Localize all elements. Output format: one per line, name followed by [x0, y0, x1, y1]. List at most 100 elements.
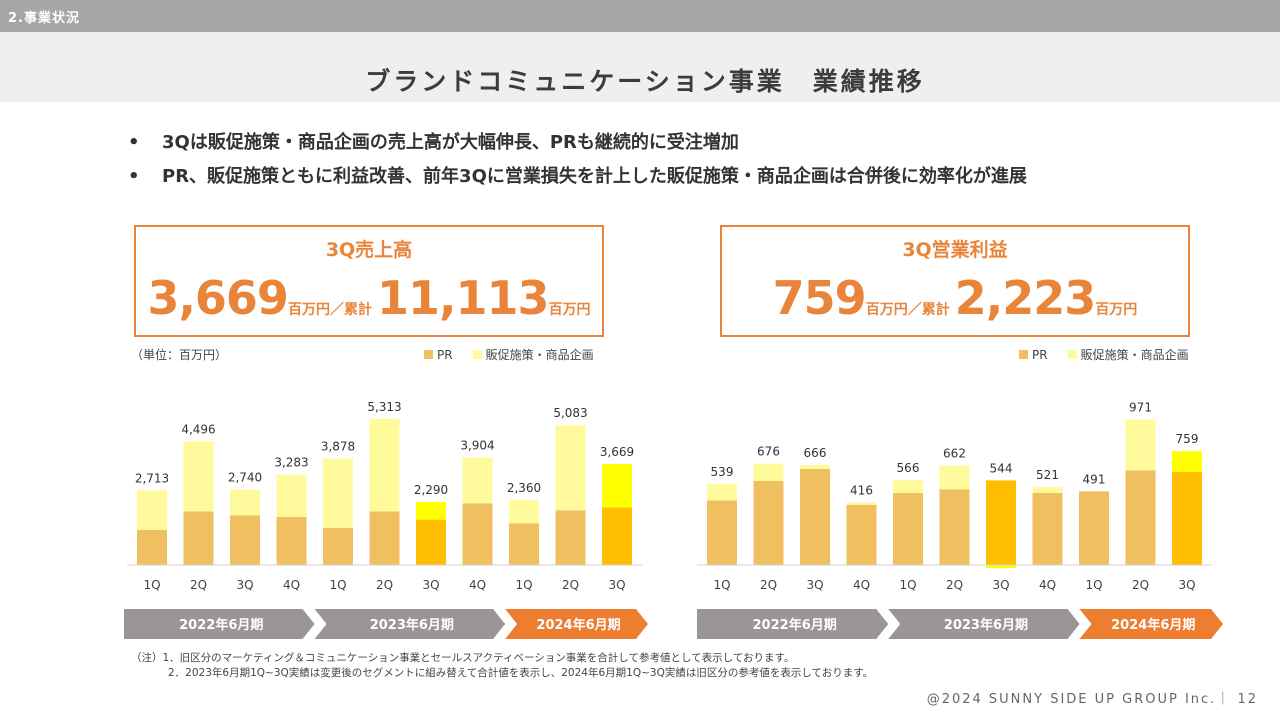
kpi-profit-value: 759: [772, 271, 867, 325]
data-label: 3,669: [600, 445, 634, 459]
bar-pr: [1032, 493, 1063, 565]
bar-promo: [1172, 451, 1202, 472]
legend-swatch-pr: [1019, 350, 1028, 359]
legend-left: PR 販促施策・商品企画: [424, 346, 594, 363]
kpi-sales-box: 3Q売上高 3,669百万円／累計 11,113百万円: [134, 225, 604, 337]
data-label: 416: [850, 484, 873, 498]
bullet-list: 3Qは販促施策・商品企画の売上高が大幅伸長、PRも継続的に受注増加 PR、販促施…: [128, 126, 1027, 194]
bar-promo: [753, 463, 784, 481]
bar-pr: [462, 503, 493, 565]
bar-promo: [555, 425, 586, 511]
period-label: 2022年6月期: [179, 617, 263, 633]
legend-swatch-promo: [1067, 350, 1077, 359]
data-label: 759: [1176, 432, 1199, 446]
x-tick-label: 1Q: [713, 578, 730, 592]
x-tick-label: 2Q: [946, 578, 963, 592]
data-label: 662: [943, 447, 966, 461]
bar-pr: [893, 493, 923, 565]
x-tick-label: 1Q: [899, 578, 916, 592]
data-label: 666: [804, 446, 827, 460]
copyright: @2024 SUNNY SIDE UP GROUP Inc.｜ 12: [926, 692, 1258, 707]
bar-pr: [800, 469, 830, 565]
footnotes: （注）1．旧区分のマーケティング＆コミュニケーション事業とセールスアクティベーシ…: [131, 651, 873, 681]
sales-chart: 2,713 1Q 4,496 2Q 2,740 3Q 3,283 4Q 3,878 1Q 5,313…: [124, 400, 648, 639]
page-title: ブランドコミュニケーション事業 業績推移: [365, 67, 925, 96]
period-label: 2022年6月期: [753, 617, 837, 633]
data-label: 2,740: [228, 471, 262, 485]
bar-pr: [986, 480, 1016, 565]
legend-right: PR 販促施策・商品企画: [1019, 346, 1189, 363]
bar-pr: [230, 515, 260, 565]
x-tick-label: 4Q: [283, 578, 300, 592]
x-tick-label: 3Q: [236, 578, 253, 592]
x-tick-label: 1Q: [515, 578, 532, 592]
bar-pr: [509, 523, 539, 565]
period-arrow: [697, 609, 889, 639]
kpi-profit-cumulative: 2,223: [954, 271, 1097, 325]
data-label: 544: [990, 461, 1013, 475]
period-label: 2023年6月期: [944, 617, 1028, 633]
kpi-sales-unit2: 百万円: [548, 302, 591, 318]
x-tick-label: 3Q: [1178, 578, 1195, 592]
bar-promo: [416, 502, 446, 520]
kpi-sales-cumulative: 11,113: [377, 271, 550, 325]
legend-swatch-promo: [472, 350, 482, 359]
bar-pr: [369, 511, 400, 565]
bar-pr: [1079, 491, 1109, 565]
kpi-profit-label: 3Q営業利益: [902, 239, 1008, 261]
bullet-item: 3Qは販促施策・商品企画の売上高が大幅伸長、PRも継続的に受注増加: [128, 126, 1027, 160]
data-label: 5,313: [367, 400, 401, 414]
bar-promo: [1125, 419, 1156, 471]
bar-pr: [846, 505, 877, 565]
profit-chart: 539 1Q 676 2Q 666 3Q 416 4Q 566 1Q 662 2Q 544 3Q 521 4Q…: [697, 400, 1223, 639]
legend-label-promo: 販促施策・商品企画: [485, 348, 594, 362]
bar-promo: [509, 500, 539, 524]
footnote-1: （注）1．旧区分のマーケティング＆コミュニケーション事業とセールスアクティベーシ…: [131, 652, 795, 664]
x-tick-label: 4Q: [1039, 578, 1056, 592]
data-label: 539: [711, 465, 734, 479]
x-tick-label: 2Q: [760, 578, 777, 592]
data-label: 971: [1129, 400, 1152, 414]
x-tick-label: 3Q: [806, 578, 823, 592]
bar-pr: [416, 519, 446, 565]
kpi-profit-box: 3Q営業利益 759百万円／累計 2,223百万円: [720, 225, 1190, 337]
bar-promo: [462, 457, 493, 504]
x-tick-label: 2Q: [562, 578, 579, 592]
bar-promo: [276, 474, 307, 517]
kpi-sales-value-row: 3,669百万円／累計 11,113百万円: [136, 271, 602, 325]
kpi-profit-value-row: 759百万円／累計 2,223百万円: [722, 271, 1188, 325]
period-label: 2024年6月期: [536, 617, 620, 633]
bar-promo: [137, 490, 167, 530]
kpi-profit-unit2: 百万円: [1095, 302, 1138, 318]
bar-pr: [555, 510, 586, 565]
bar-pr: [753, 481, 784, 565]
data-label: 521: [1036, 468, 1059, 482]
legend-swatch-pr: [424, 350, 433, 359]
kpi-sales-unit: 百万円／累計: [287, 302, 372, 318]
legend-label-pr: PR: [437, 348, 453, 362]
data-label: 2,290: [414, 483, 448, 497]
data-label: 2,360: [507, 481, 541, 495]
title-band: [0, 32, 1280, 102]
bar-pr: [939, 489, 970, 565]
data-label: 3,904: [460, 439, 494, 453]
data-label: 676: [757, 445, 780, 459]
data-label: 3,283: [274, 456, 308, 470]
section-label: 2.事業状況: [8, 11, 80, 26]
data-label: 5,083: [553, 406, 587, 420]
x-tick-label: 4Q: [469, 578, 486, 592]
bar-promo: [602, 464, 632, 508]
x-tick-label: 3Q: [422, 578, 439, 592]
period-arrow: [124, 609, 315, 639]
x-tick-label: 1Q: [329, 578, 346, 592]
period-arrow: [1079, 609, 1223, 639]
legend-label-pr: PR: [1032, 348, 1048, 362]
bar-pr: [276, 516, 307, 565]
period-arrow: [505, 609, 648, 639]
bar-promo: [893, 480, 923, 493]
period-arrow: [888, 609, 1080, 639]
bar-promo: [800, 465, 830, 469]
bar-promo: [707, 484, 737, 501]
bar-pr: [1125, 470, 1156, 565]
x-tick-label: 1Q: [143, 578, 160, 592]
